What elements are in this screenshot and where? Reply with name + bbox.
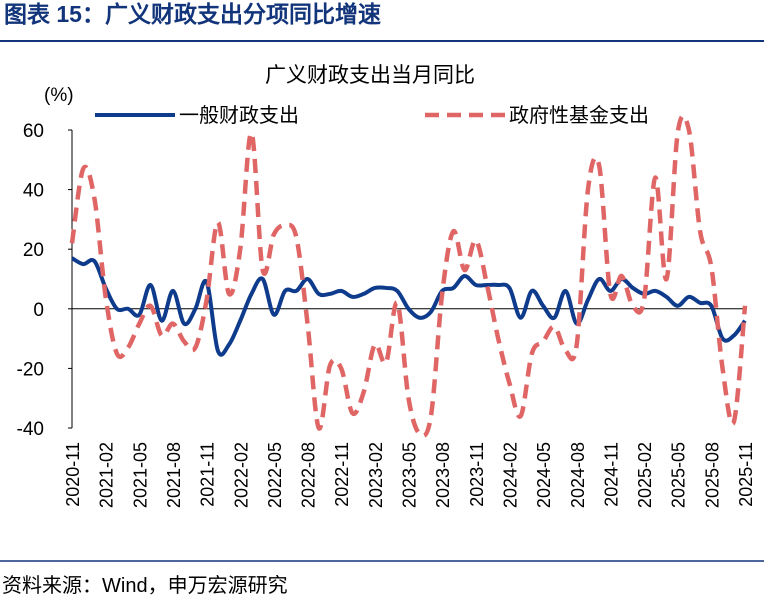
x-tick-label: 2025-11 — [736, 442, 756, 507]
x-tick-label: 2023-05 — [400, 442, 420, 508]
x-tick-label: 2021-02 — [97, 442, 117, 508]
x-tick-label: 2021-11 — [198, 442, 218, 507]
x-tick-label: 2024-05 — [534, 442, 554, 508]
x-tick-label: 2021-08 — [164, 442, 184, 508]
x-tick-label: 2024-02 — [500, 442, 520, 508]
x-tick-label: 2023-08 — [433, 442, 453, 508]
x-tick-label: 2022-02 — [231, 442, 251, 508]
legend-label: 政府性基金支出 — [509, 104, 649, 127]
x-tick-label: 2025-05 — [669, 442, 689, 508]
x-tick-label: 2022-08 — [299, 442, 319, 508]
y-tick-label: 40 — [23, 181, 44, 202]
chart-title: 广义财政支出当月同比 — [265, 64, 475, 87]
x-tick-label: 2020-11 — [63, 442, 83, 507]
x-tick-label: 2022-11 — [332, 442, 352, 507]
legend-label: 一般财政支出 — [179, 104, 299, 127]
y-tick-label: 0 — [33, 300, 44, 321]
x-tick-label: 2023-11 — [467, 442, 487, 507]
y-tick-label: 20 — [23, 240, 44, 261]
y-tick-label: -20 — [17, 359, 44, 380]
source-note: 资料来源：Wind，申万宏源研究 — [2, 574, 288, 597]
y-tick-label: 60 — [23, 121, 44, 142]
x-tick-label: 2025-02 — [635, 442, 655, 508]
series-line — [69, 113, 748, 439]
y-tick-label: -40 — [17, 419, 44, 440]
x-tick-label: 2021-05 — [130, 442, 150, 508]
x-tick-label: 2023-02 — [366, 442, 386, 508]
x-tick-label: 2024-08 — [568, 442, 588, 508]
y-axis-label: (%) — [44, 85, 74, 106]
x-tick-label: 2022-05 — [265, 442, 285, 508]
x-tick-label: 2024-11 — [601, 442, 621, 507]
figure-heading: 图表 15：广义财政支出分项同比增速 — [4, 1, 381, 27]
x-tick-label: 2025-08 — [702, 442, 722, 508]
series-line — [70, 256, 747, 357]
